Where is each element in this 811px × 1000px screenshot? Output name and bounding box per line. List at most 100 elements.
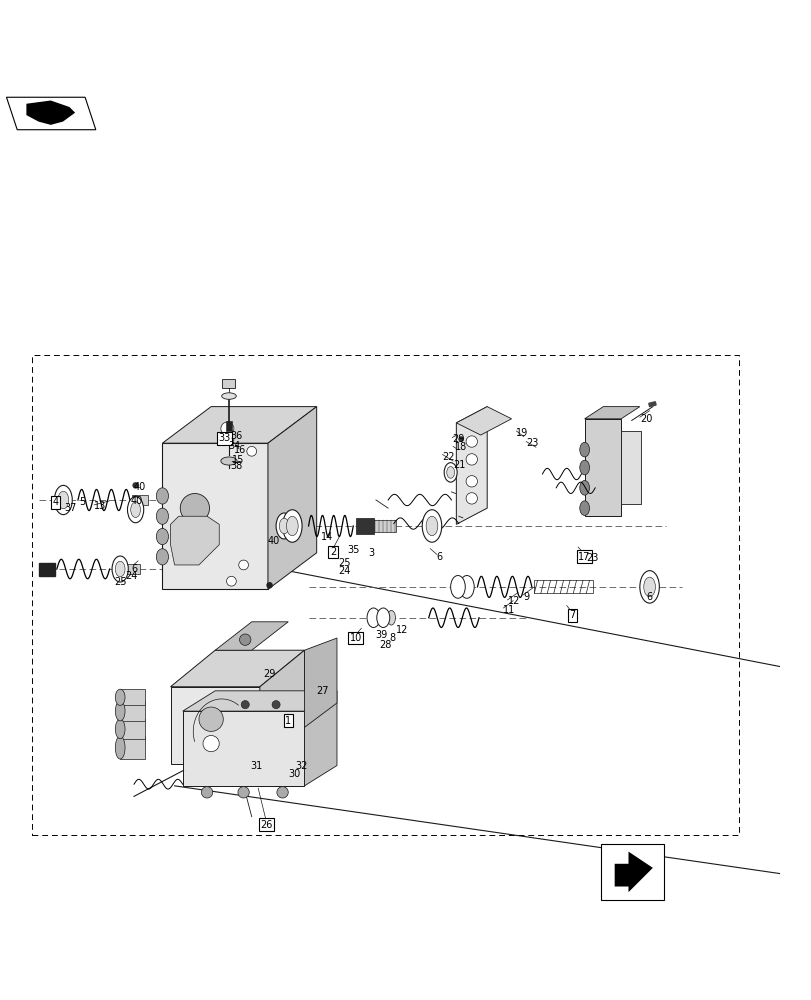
- Ellipse shape: [286, 516, 298, 536]
- Ellipse shape: [112, 556, 128, 582]
- Bar: [123, 564, 139, 574]
- Text: 7: 7: [569, 610, 575, 620]
- Ellipse shape: [115, 689, 125, 705]
- Circle shape: [201, 787, 212, 798]
- Circle shape: [199, 707, 223, 731]
- Bar: [120, 701, 144, 721]
- Bar: [32, 355, 738, 835]
- Bar: [120, 719, 144, 739]
- Ellipse shape: [639, 571, 659, 603]
- Polygon shape: [162, 407, 316, 443]
- Polygon shape: [584, 407, 639, 419]
- Circle shape: [466, 436, 477, 447]
- Circle shape: [239, 634, 251, 645]
- Text: 6: 6: [131, 564, 138, 574]
- Text: 2: 2: [329, 547, 336, 557]
- Ellipse shape: [387, 610, 395, 625]
- Text: 10: 10: [349, 633, 362, 643]
- Polygon shape: [182, 691, 337, 711]
- Text: 40: 40: [131, 496, 143, 506]
- Text: 37: 37: [64, 503, 76, 513]
- Bar: [620, 431, 641, 504]
- Text: 24: 24: [338, 566, 350, 576]
- Ellipse shape: [367, 608, 380, 627]
- Ellipse shape: [115, 719, 125, 739]
- Polygon shape: [456, 407, 511, 435]
- Circle shape: [132, 482, 139, 489]
- Polygon shape: [260, 650, 304, 764]
- Text: 39: 39: [375, 630, 387, 640]
- Ellipse shape: [450, 576, 465, 598]
- Polygon shape: [26, 100, 75, 125]
- Ellipse shape: [115, 561, 125, 577]
- Bar: [131, 495, 148, 505]
- Text: 26: 26: [260, 820, 272, 830]
- Text: 12: 12: [396, 625, 408, 635]
- Ellipse shape: [127, 497, 144, 523]
- Circle shape: [180, 494, 209, 523]
- Ellipse shape: [156, 549, 169, 565]
- Text: 16: 16: [234, 445, 246, 455]
- Text: 23: 23: [526, 438, 538, 448]
- Polygon shape: [182, 711, 304, 786]
- Polygon shape: [268, 407, 316, 589]
- Ellipse shape: [579, 442, 589, 457]
- Polygon shape: [39, 563, 55, 576]
- Text: 29: 29: [263, 669, 275, 679]
- Text: 25: 25: [114, 577, 127, 587]
- Text: 27: 27: [316, 686, 328, 696]
- Polygon shape: [215, 622, 288, 650]
- Polygon shape: [6, 97, 96, 130]
- Ellipse shape: [221, 457, 237, 465]
- Circle shape: [466, 454, 477, 465]
- Ellipse shape: [579, 460, 589, 475]
- Circle shape: [203, 735, 219, 752]
- Text: 3: 3: [367, 548, 374, 558]
- Polygon shape: [170, 687, 260, 764]
- Ellipse shape: [115, 736, 125, 759]
- Ellipse shape: [156, 508, 169, 524]
- Text: 40: 40: [134, 482, 146, 492]
- Polygon shape: [456, 407, 487, 524]
- Circle shape: [458, 437, 463, 442]
- Text: 11: 11: [503, 605, 515, 615]
- Bar: [373, 520, 396, 532]
- Polygon shape: [170, 650, 304, 687]
- Ellipse shape: [459, 576, 474, 598]
- Polygon shape: [170, 516, 219, 565]
- Text: 20: 20: [639, 414, 651, 424]
- Ellipse shape: [422, 510, 441, 542]
- Text: 25: 25: [338, 558, 350, 568]
- Polygon shape: [304, 691, 337, 786]
- Text: 6: 6: [646, 592, 652, 602]
- Circle shape: [272, 701, 280, 709]
- Circle shape: [466, 476, 477, 487]
- Text: 28: 28: [379, 640, 391, 650]
- Circle shape: [266, 582, 272, 589]
- Circle shape: [221, 422, 234, 435]
- Ellipse shape: [276, 513, 292, 539]
- Ellipse shape: [579, 481, 589, 495]
- Polygon shape: [304, 638, 337, 727]
- Text: 14: 14: [320, 532, 333, 542]
- Text: 29: 29: [452, 434, 464, 444]
- Ellipse shape: [376, 608, 389, 627]
- Circle shape: [182, 532, 207, 557]
- Circle shape: [466, 493, 477, 504]
- Circle shape: [238, 787, 249, 798]
- Polygon shape: [614, 852, 652, 892]
- Text: 35: 35: [347, 545, 359, 555]
- Text: 15: 15: [232, 455, 244, 465]
- Bar: [225, 421, 232, 431]
- Text: 9: 9: [522, 592, 529, 602]
- Bar: [355, 518, 373, 534]
- Text: 19: 19: [516, 428, 528, 438]
- Text: 6: 6: [436, 552, 443, 562]
- Ellipse shape: [156, 488, 169, 504]
- Bar: [120, 689, 144, 705]
- Text: 36: 36: [230, 431, 242, 441]
- Text: 22: 22: [442, 452, 454, 462]
- Ellipse shape: [579, 501, 589, 515]
- Text: 8: 8: [388, 633, 395, 643]
- Circle shape: [132, 495, 139, 502]
